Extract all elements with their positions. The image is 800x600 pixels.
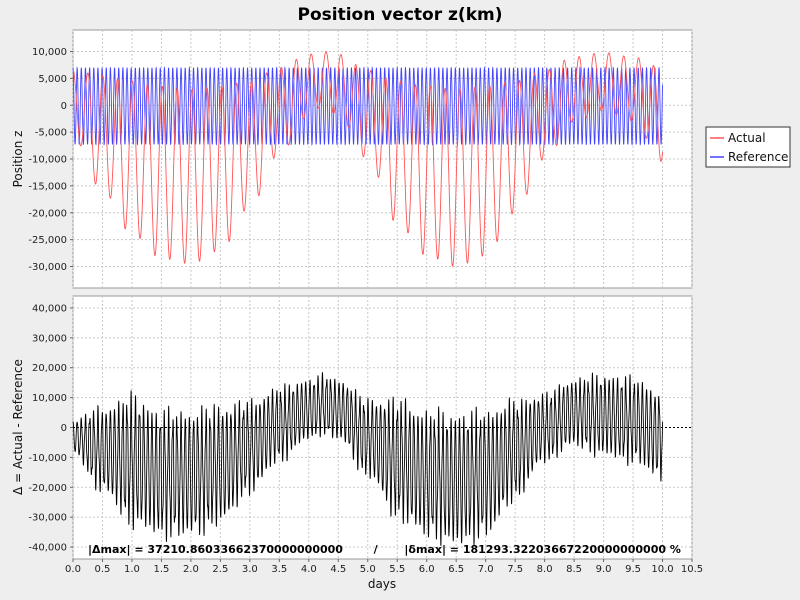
x-tick-label: 1.0	[124, 564, 140, 575]
top-y-ticks: -30,000 -25,000 -20,000 -15,000 -10,000 -5,00…	[28, 47, 73, 273]
x-ticks: 0.0 0.5 1.0 1.5 2.0 2.5 3.0 3.5 4.0 4.5 5.0 5.5 6.0 6…	[65, 559, 703, 575]
x-tick-label: 6.5	[448, 564, 464, 575]
x-tick-label: 9.5	[625, 564, 641, 575]
x-tick-label: 7.0	[478, 564, 494, 575]
y-tick-label: -10,000	[28, 155, 67, 166]
y-tick-label: -20,000	[28, 483, 67, 494]
x-tick-label: 10.5	[681, 564, 703, 575]
legend-label-actual: Actual	[728, 131, 766, 145]
bottom-series	[72, 372, 692, 546]
x-tick-label: 4.5	[330, 564, 346, 575]
top-y-label: Position z	[11, 131, 25, 188]
actual-series-line	[72, 51, 663, 267]
x-tick-label: 8.5	[566, 564, 582, 575]
y-tick-label: -25,000	[28, 235, 67, 246]
y-tick-label: -30,000	[28, 262, 67, 273]
chart-title: Position vector z(km)	[298, 5, 503, 25]
delta-series-line	[72, 372, 663, 546]
x-tick-label: 5.5	[389, 564, 405, 575]
legend-label-reference: Reference	[728, 150, 788, 164]
x-tick-label: 7.5	[507, 564, 523, 575]
y-tick-label: -30,000	[28, 513, 67, 524]
x-tick-label: 5.0	[360, 564, 376, 575]
y-tick-label: 20,000	[32, 363, 67, 374]
reference-series-line	[72, 66, 663, 147]
x-tick-label: 3.0	[242, 564, 258, 575]
bottom-y-label: Δ = Actual - Reference	[11, 359, 25, 495]
x-tick-label: 2.0	[183, 564, 199, 575]
y-tick-label: 30,000	[32, 333, 67, 344]
y-tick-label: -10,000	[28, 453, 67, 464]
bottom-y-ticks: -40,000 -30,000 -20,000 -10,000 0 10,000 20,00…	[28, 303, 73, 554]
x-tick-label: 8.0	[537, 564, 553, 575]
x-tick-label: 6.0	[419, 564, 435, 575]
x-tick-label: 1.5	[153, 564, 169, 575]
legend: Actual Reference	[705, 126, 791, 168]
y-tick-label: 5,000	[38, 74, 67, 85]
y-tick-label: 10,000	[32, 393, 67, 404]
y-tick-label: -15,000	[28, 181, 67, 192]
x-tick-label: 2.5	[212, 564, 228, 575]
legend-box	[705, 126, 791, 168]
delta-max-annotation: |Δmax| = 37210.86033662370000000000 / |δ…	[88, 543, 681, 556]
top-series	[72, 51, 663, 267]
y-tick-label: 0	[61, 101, 67, 112]
y-tick-label: -20,000	[28, 208, 67, 219]
y-tick-label: 40,000	[32, 303, 67, 314]
x-tick-label: 10.0	[651, 564, 673, 575]
y-tick-label: -40,000	[28, 543, 67, 554]
x-axis-label: days	[368, 577, 396, 591]
x-tick-label: 4.0	[301, 564, 317, 575]
x-tick-label: 0.0	[65, 564, 81, 575]
x-tick-label: 3.5	[271, 564, 287, 575]
y-tick-label: -5,000	[35, 128, 67, 139]
y-tick-label: 0	[61, 423, 67, 434]
x-tick-label: 9.0	[596, 564, 612, 575]
x-tick-label: 0.5	[95, 564, 111, 575]
y-tick-label: 10,000	[32, 47, 67, 58]
